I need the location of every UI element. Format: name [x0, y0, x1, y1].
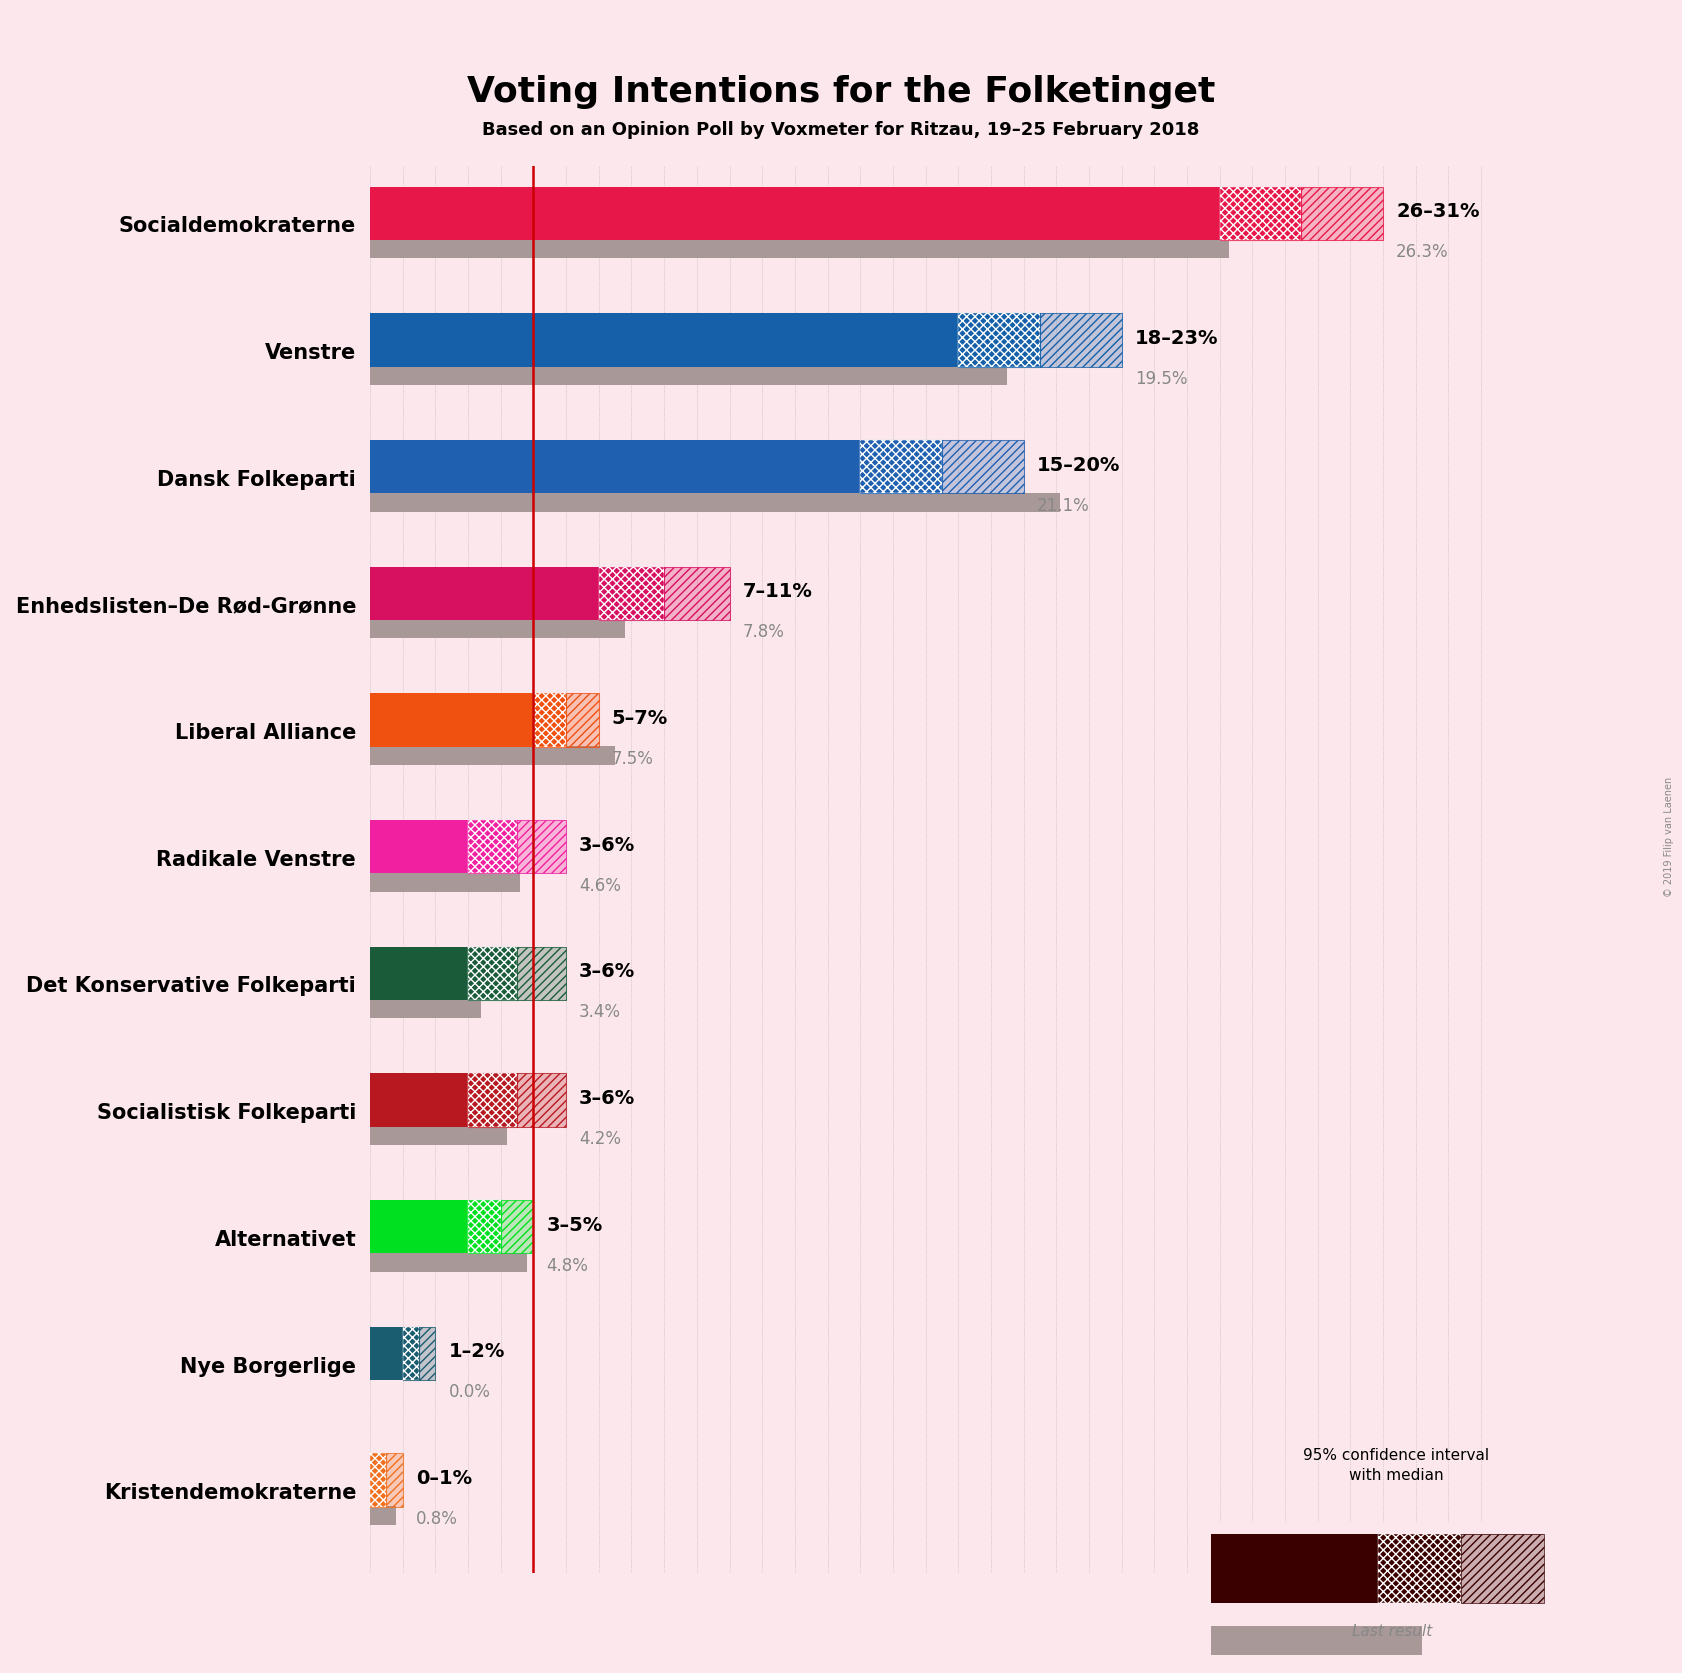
Text: 7–11%: 7–11% — [742, 582, 812, 601]
Bar — [860, 440, 942, 494]
Text: 7.8%: 7.8% — [742, 622, 784, 641]
Text: 15–20%: 15–20% — [1036, 455, 1120, 475]
Text: 26–31%: 26–31% — [1396, 202, 1480, 221]
Bar — [1219, 187, 1302, 241]
Bar — [1460, 1534, 1544, 1603]
Bar — [370, 1253, 526, 1271]
Bar — [468, 820, 516, 873]
Bar — [860, 440, 942, 494]
Text: 3.4%: 3.4% — [579, 1002, 621, 1021]
Bar — [419, 1327, 436, 1380]
Bar — [370, 1201, 468, 1253]
Text: 0.0%: 0.0% — [449, 1382, 491, 1400]
Text: Last result: Last result — [1352, 1623, 1431, 1638]
Bar — [1039, 315, 1122, 368]
Text: Voting Intentions for the Folketinget: Voting Intentions for the Folketinget — [468, 75, 1214, 109]
Bar — [387, 1454, 402, 1507]
Bar — [468, 820, 516, 873]
Bar — [402, 1327, 419, 1380]
Text: 26.3%: 26.3% — [1396, 243, 1448, 261]
Text: 3–6%: 3–6% — [579, 1089, 636, 1108]
Bar — [501, 1201, 533, 1253]
Bar — [516, 820, 567, 873]
Bar — [1211, 1626, 1421, 1655]
Bar — [533, 694, 567, 748]
Text: 18–23%: 18–23% — [1135, 328, 1218, 348]
Text: Based on an Opinion Poll by Voxmeter for Ritzau, 19–25 February 2018: Based on an Opinion Poll by Voxmeter for… — [483, 120, 1199, 139]
Text: 3–6%: 3–6% — [579, 962, 636, 980]
Text: © 2019 Filip van Laenen: © 2019 Filip van Laenen — [1663, 776, 1674, 897]
Bar — [1460, 1534, 1544, 1603]
Bar — [1219, 187, 1302, 241]
Text: 4.8%: 4.8% — [547, 1256, 589, 1273]
Bar — [370, 440, 860, 494]
Bar — [370, 1454, 387, 1507]
Bar — [468, 947, 516, 1000]
Bar — [959, 315, 1039, 368]
Bar — [1378, 1534, 1460, 1603]
Bar — [370, 947, 468, 1000]
Bar — [370, 1506, 397, 1526]
Bar — [1378, 1534, 1460, 1603]
Bar — [402, 1327, 419, 1380]
Bar — [370, 1327, 402, 1380]
Text: 4.6%: 4.6% — [579, 877, 621, 893]
Text: 0–1%: 0–1% — [415, 1469, 473, 1487]
Bar — [468, 1201, 501, 1253]
Bar — [468, 1074, 516, 1128]
Bar — [516, 1074, 567, 1128]
Bar — [501, 1201, 533, 1253]
Bar — [370, 1000, 481, 1019]
Bar — [468, 1201, 501, 1253]
Bar — [370, 567, 599, 621]
Bar — [370, 1126, 508, 1146]
Bar — [959, 315, 1039, 368]
Text: 7.5%: 7.5% — [612, 750, 654, 768]
Bar — [370, 241, 1230, 259]
Text: 3–6%: 3–6% — [579, 835, 636, 855]
Bar — [1211, 1534, 1378, 1603]
Bar — [370, 494, 1060, 512]
Bar — [387, 1454, 402, 1507]
Bar — [419, 1327, 436, 1380]
Bar — [516, 947, 567, 1000]
Bar — [567, 694, 599, 748]
Text: 19.5%: 19.5% — [1135, 370, 1187, 388]
Text: 1–2%: 1–2% — [449, 1342, 505, 1360]
Text: 95% confidence interval
with median: 95% confidence interval with median — [1304, 1447, 1489, 1482]
Bar — [664, 567, 730, 621]
Bar — [664, 567, 730, 621]
Text: 3–5%: 3–5% — [547, 1215, 602, 1235]
Bar — [599, 567, 664, 621]
Bar — [370, 1074, 468, 1128]
Bar — [370, 746, 616, 766]
Bar — [468, 1074, 516, 1128]
Bar — [370, 187, 1219, 241]
Text: 5–7%: 5–7% — [612, 709, 668, 728]
Bar — [468, 947, 516, 1000]
Bar — [1302, 187, 1383, 241]
Bar — [516, 947, 567, 1000]
Bar — [370, 873, 520, 892]
Text: 21.1%: 21.1% — [1036, 497, 1090, 514]
Bar — [370, 366, 1008, 386]
Bar — [516, 1074, 567, 1128]
Bar — [567, 694, 599, 748]
Bar — [599, 567, 664, 621]
Bar — [1039, 315, 1122, 368]
Text: 4.2%: 4.2% — [579, 1129, 621, 1148]
Bar — [370, 621, 626, 639]
Bar — [370, 820, 468, 873]
Bar — [942, 440, 1024, 494]
Bar — [370, 315, 959, 368]
Bar — [516, 820, 567, 873]
Bar — [533, 694, 567, 748]
Bar — [370, 1454, 387, 1507]
Bar — [1302, 187, 1383, 241]
Text: 0.8%: 0.8% — [415, 1509, 458, 1527]
Bar — [370, 694, 533, 748]
Bar — [942, 440, 1024, 494]
